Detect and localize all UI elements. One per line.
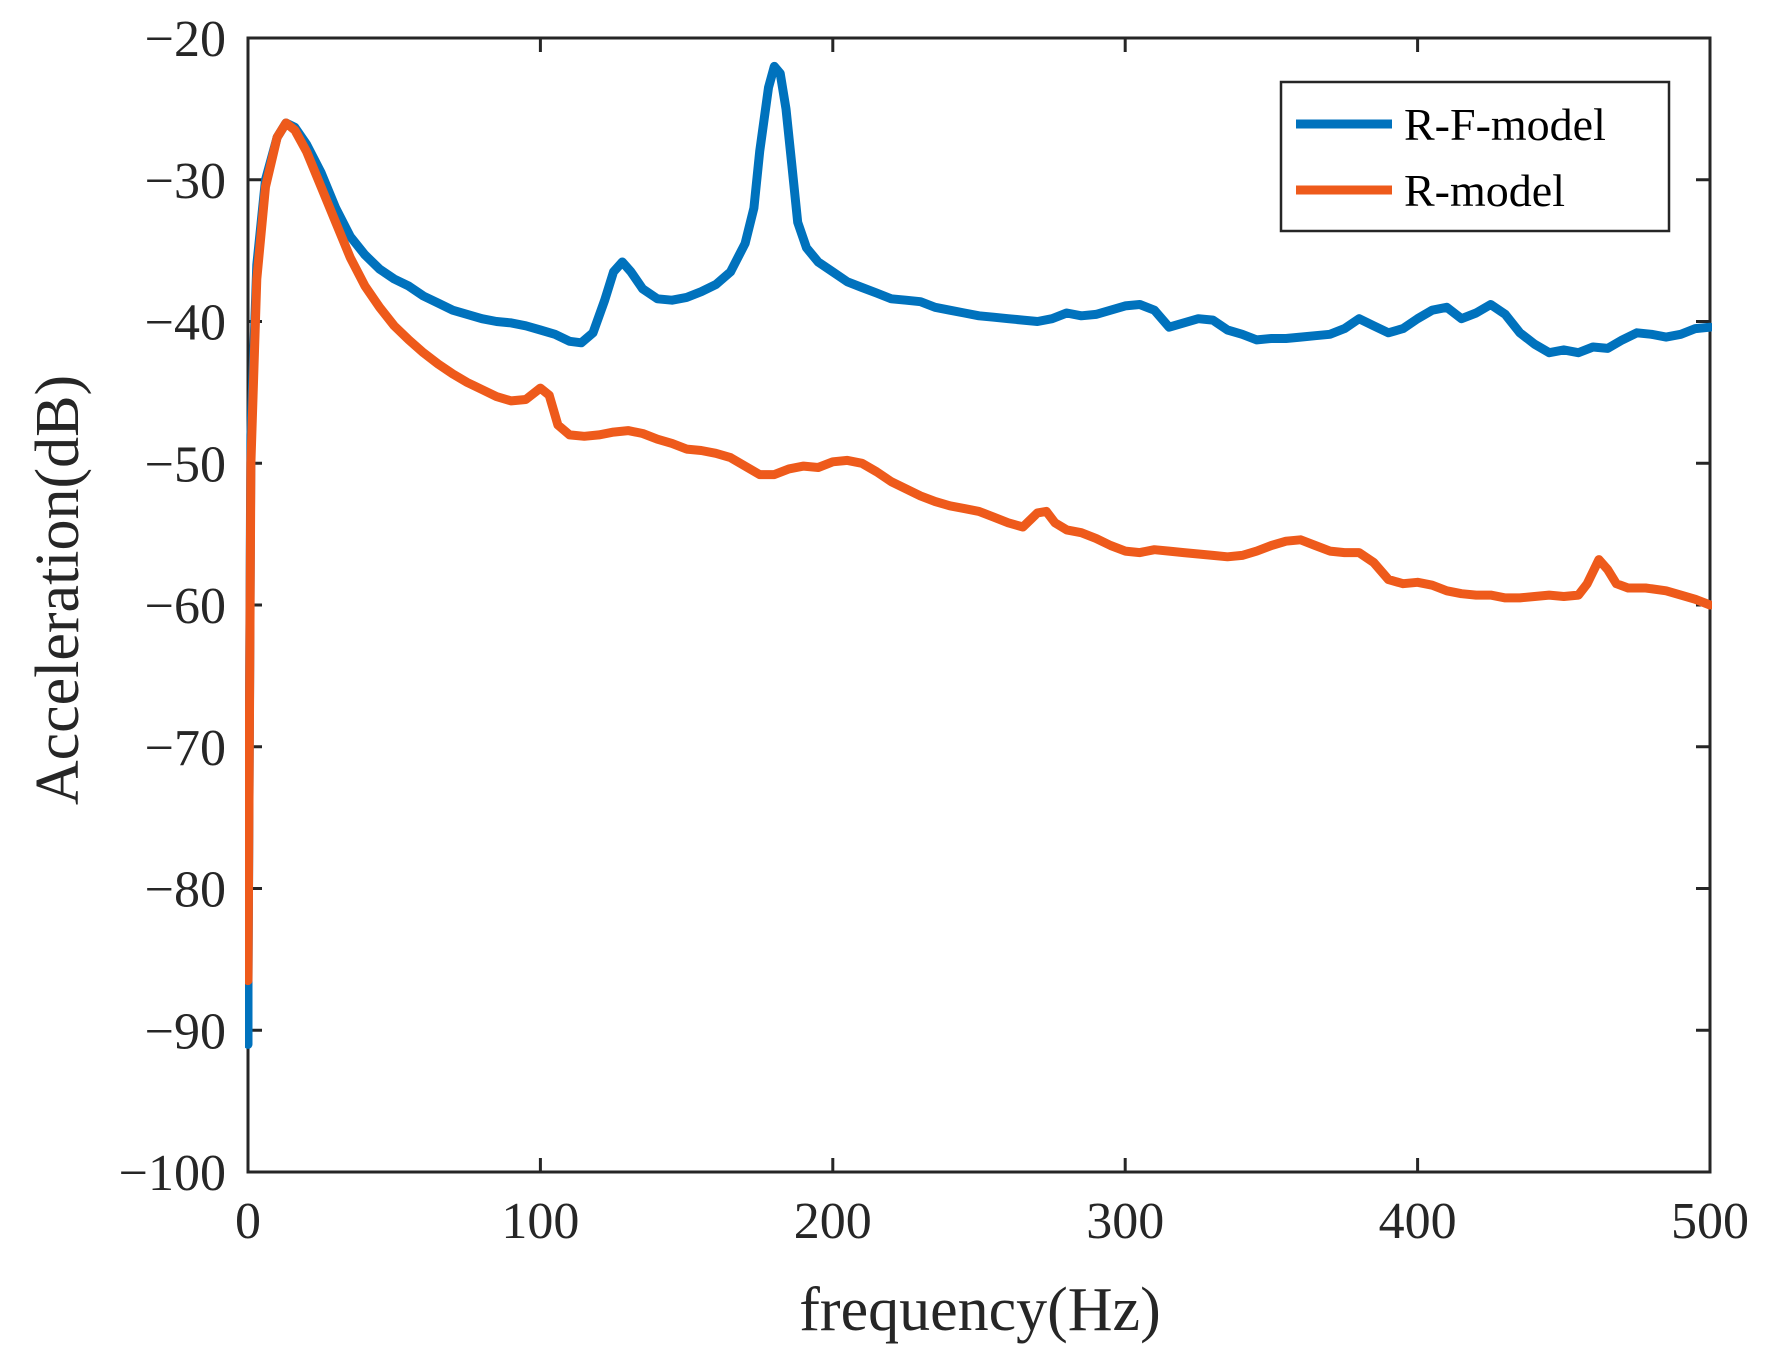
legend: R-F-model R-model (1279, 80, 1671, 233)
axis-ticks: 0 100 200 300 400 500 −20 −30 −40 −50 −60 −70 −80 −90… (119, 11, 1749, 1250)
y-tick-label: −80 (145, 862, 226, 919)
y-tick-label: −100 (119, 1145, 226, 1202)
x-tick-label: 400 (1379, 1193, 1457, 1250)
x-tick-label: 300 (1086, 1193, 1164, 1250)
y-tick-label: −40 (145, 295, 226, 352)
series-line-r-model (245, 118, 1712, 986)
y-tick-label: −60 (145, 578, 226, 635)
legend-label-r-f-model: R-F-model (1404, 99, 1606, 150)
series-layer (245, 61, 1712, 1049)
series-line-r-f-model (245, 61, 1712, 1049)
y-axis-label: Acceleration(dB) (24, 375, 92, 805)
y-tick-label: −50 (145, 436, 226, 493)
x-tick-label: 500 (1671, 1193, 1749, 1250)
x-axis-label: frequency(Hz) (799, 1276, 1160, 1344)
y-tick-label: −70 (145, 720, 226, 777)
x-tick-label: 200 (794, 1193, 872, 1250)
y-tick-label: −20 (145, 11, 226, 68)
legend-box (1279, 80, 1671, 233)
x-tick-label: 0 (235, 1193, 261, 1250)
x-tick-label: 100 (501, 1193, 579, 1250)
legend-label-r-model: R-model (1404, 165, 1565, 216)
y-tick-label: −30 (145, 153, 226, 210)
y-tick-label: −90 (145, 1003, 226, 1060)
